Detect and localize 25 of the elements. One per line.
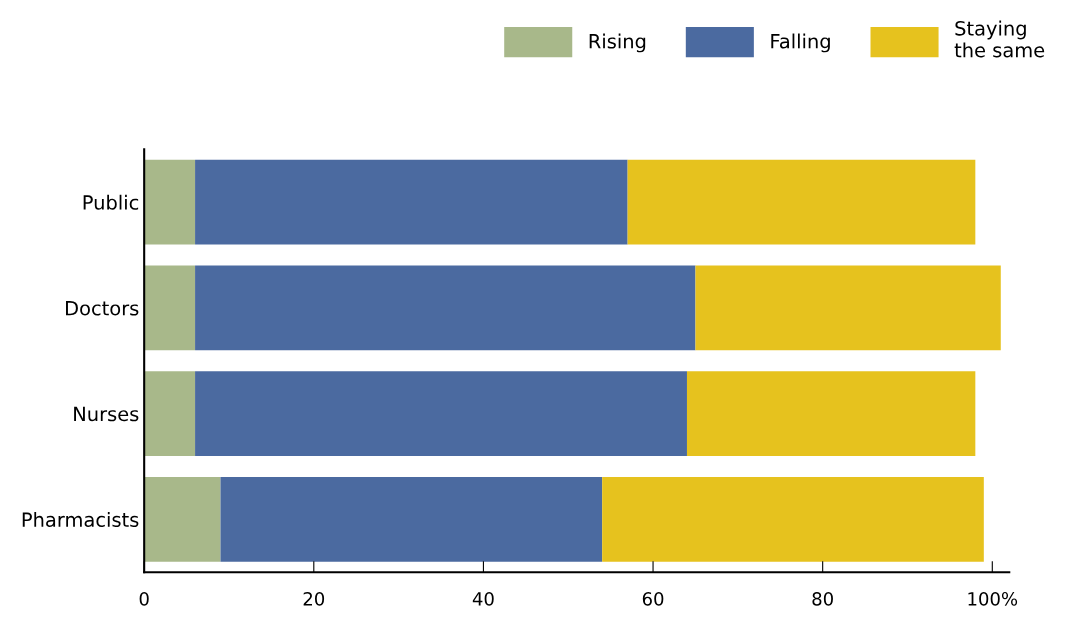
x-tick-label: 60 [642, 592, 664, 606]
x-tick-label: 20 [303, 592, 325, 606]
bar [627, 159, 976, 245]
y-tick-label: Doctors [66, 301, 139, 316]
bar [195, 265, 696, 351]
bar [195, 371, 687, 456]
bar [144, 371, 196, 456]
bar [144, 477, 221, 562]
bar [695, 265, 1001, 351]
bar [686, 371, 976, 456]
y-tick-label: Nurses [74, 406, 139, 422]
y-tick-label: Pharmacists [22, 511, 139, 528]
legend-label: Falling [771, 33, 830, 53]
x-tick-label: 80 [812, 592, 833, 606]
y-tick-label: Public [83, 194, 139, 210]
bar [220, 477, 603, 562]
x-tick-label: 40 [472, 592, 494, 606]
legend-label: Staying the same [954, 20, 1045, 58]
bar [144, 159, 196, 245]
bar [195, 159, 628, 245]
x-tick-label: 0 [139, 592, 149, 606]
bar [602, 477, 984, 562]
bar [144, 265, 196, 351]
legend-label: Rising [589, 33, 646, 53]
x-tick-label: 100% [968, 592, 1018, 606]
